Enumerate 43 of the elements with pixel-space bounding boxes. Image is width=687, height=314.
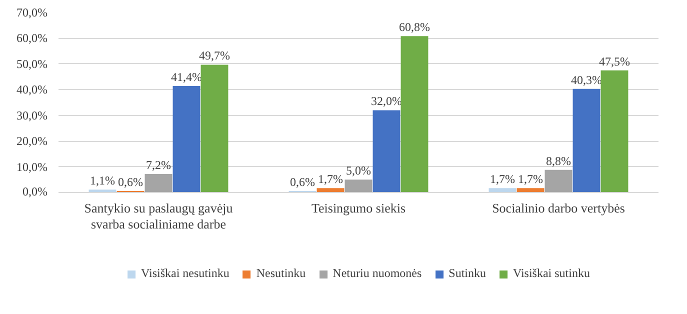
data-label: 49,7% bbox=[199, 48, 230, 63]
bar bbox=[600, 70, 628, 192]
data-label: 32,0% bbox=[371, 94, 402, 108]
legend-label: Neturiu nuomonės bbox=[332, 266, 422, 281]
bar bbox=[144, 174, 172, 192]
bar bbox=[544, 170, 572, 192]
legend-label: Visiškai nesutinku bbox=[141, 266, 230, 281]
y-tick-label: 70,0% bbox=[16, 6, 48, 20]
data-label: 41,4% bbox=[171, 70, 202, 84]
y-tick-label: 0,0% bbox=[22, 184, 48, 198]
data-label: 5,0% bbox=[346, 164, 371, 178]
y-tick-label: 30,0% bbox=[16, 108, 48, 122]
bar bbox=[516, 188, 544, 192]
data-label: 1,7% bbox=[518, 172, 543, 186]
y-tick-label: 10,0% bbox=[16, 160, 48, 174]
data-label: 1,1% bbox=[90, 174, 115, 188]
bar bbox=[372, 110, 400, 192]
y-tick-label: 40,0% bbox=[16, 82, 48, 97]
x-tick-label: Teisingumo siekis bbox=[311, 200, 406, 216]
bar bbox=[400, 36, 428, 192]
data-label: 40,3% bbox=[571, 72, 602, 87]
bar bbox=[344, 180, 372, 192]
data-label: 1,7% bbox=[318, 172, 343, 186]
legend-label: Visiškai sutinku bbox=[513, 266, 590, 281]
bar bbox=[316, 188, 344, 192]
y-tick-label: 60,0% bbox=[16, 31, 48, 46]
data-label: 0,6% bbox=[118, 174, 143, 189]
data-label: 60,8% bbox=[399, 20, 430, 34]
data-label: 1,7% bbox=[490, 172, 515, 186]
bar bbox=[572, 88, 600, 192]
data-label: 47,5% bbox=[599, 54, 630, 68]
bar bbox=[200, 64, 228, 192]
x-tick-label: Socialinio darbo vertybės bbox=[492, 200, 625, 216]
legend-label: Nesutinku bbox=[256, 266, 306, 281]
legend-label: Sutinku bbox=[448, 266, 486, 281]
data-label: 0,6% bbox=[290, 174, 315, 189]
y-tick-label: 20,0% bbox=[16, 134, 48, 148]
y-tick-label: 50,0% bbox=[16, 56, 48, 71]
data-label: 8,8% bbox=[546, 154, 571, 168]
bar bbox=[172, 86, 200, 192]
bar bbox=[488, 188, 516, 192]
data-label: 7,2% bbox=[146, 158, 171, 172]
category-label: Santykio su paslaugų gavėju svarba socialiniame darbe bbox=[84, 200, 233, 232]
